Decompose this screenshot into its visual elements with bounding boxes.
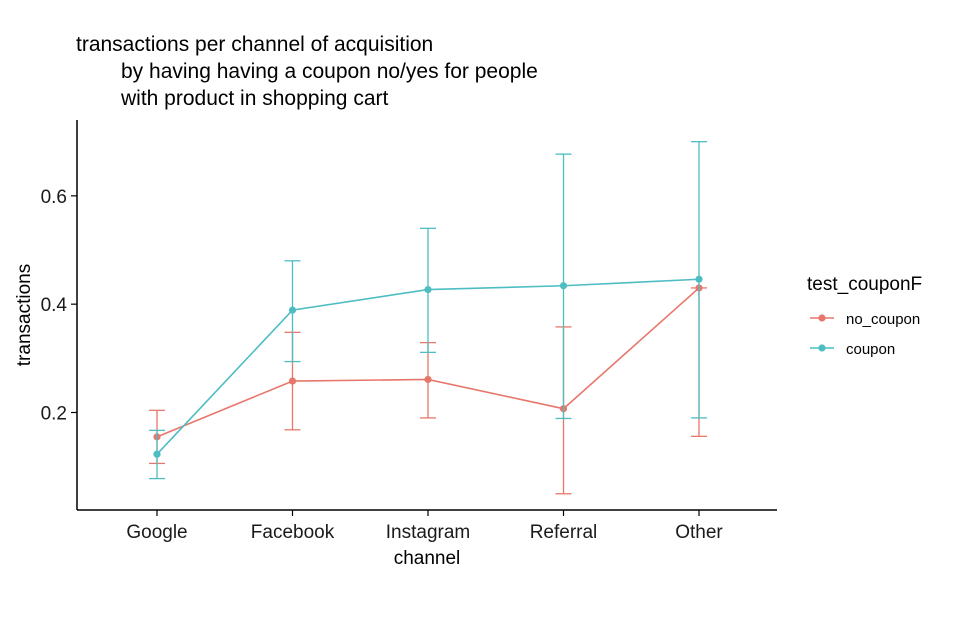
y-tick-label: 0.4 xyxy=(41,295,68,316)
data-point xyxy=(695,275,703,283)
y-axis-ticks: 0.2 0.4 0.6 xyxy=(41,187,77,425)
plot-series xyxy=(149,141,707,495)
data-point xyxy=(424,285,432,294)
data-point xyxy=(559,282,568,290)
chart-title: transactions per channel of acquisition … xyxy=(76,33,538,110)
series-coupon xyxy=(149,141,707,480)
data-point xyxy=(288,377,297,385)
x-tick-label-instagram: Instagram xyxy=(386,522,470,543)
y-tick-label: 0.6 xyxy=(41,187,67,208)
x-axis-title: channel xyxy=(394,548,461,569)
data-point xyxy=(153,450,161,458)
x-tick-label-other: Other xyxy=(675,522,723,543)
legend-key-point xyxy=(818,344,826,352)
y-tick-label: 0.2 xyxy=(41,404,67,425)
data-point xyxy=(424,375,432,384)
legend-key-point xyxy=(818,314,826,322)
x-tick-label-google: Google xyxy=(126,522,187,543)
legend-label: no_coupon xyxy=(846,311,920,328)
legend-label: coupon xyxy=(846,341,895,358)
x-tick-label-facebook: Facebook xyxy=(251,522,335,543)
y-axis-title: transactions xyxy=(14,264,35,366)
data-point xyxy=(288,306,297,314)
chart-title-line-3: with product in shopping cart xyxy=(120,87,388,110)
legend-title: test_couponF xyxy=(807,274,922,295)
chart-title-line-2: by having having a coupon no/yes for peo… xyxy=(121,60,538,83)
legend-item-no_coupon: no_coupon xyxy=(810,311,920,328)
chart-title-line-1: transactions per channel of acquisition xyxy=(76,33,433,56)
plot-axes xyxy=(76,120,777,511)
x-axis-ticks: Google Facebook Instagram Referral Other xyxy=(126,510,723,543)
x-tick-label-referral: Referral xyxy=(530,522,598,543)
legend-item-coupon: coupon xyxy=(810,341,895,358)
